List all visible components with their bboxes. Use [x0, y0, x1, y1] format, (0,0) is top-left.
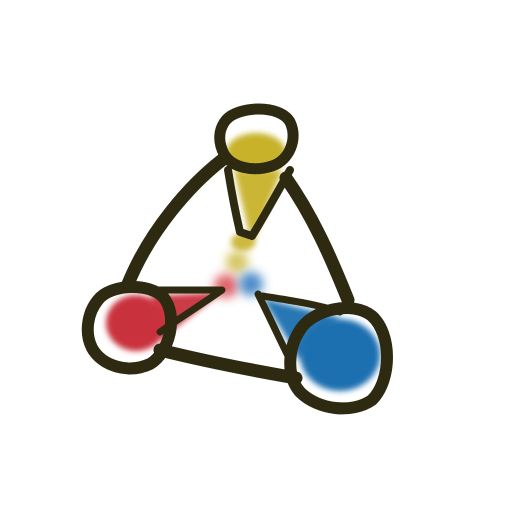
edge-top-right — [279, 171, 355, 307]
right-node-ring — [284, 302, 393, 415]
left-node-ring — [81, 281, 177, 375]
edge-top-left — [121, 153, 229, 291]
top-node-ring — [214, 103, 299, 175]
top-cone-fill — [234, 170, 282, 245]
center-dot-blue — [239, 272, 263, 296]
edge-bottom — [153, 343, 303, 385]
right-cone-outline — [254, 290, 344, 364]
left-cone-outline — [144, 286, 226, 336]
top-cone-outline — [224, 166, 294, 240]
center-dot-yellow — [226, 251, 248, 273]
left-node-fill — [106, 295, 166, 351]
